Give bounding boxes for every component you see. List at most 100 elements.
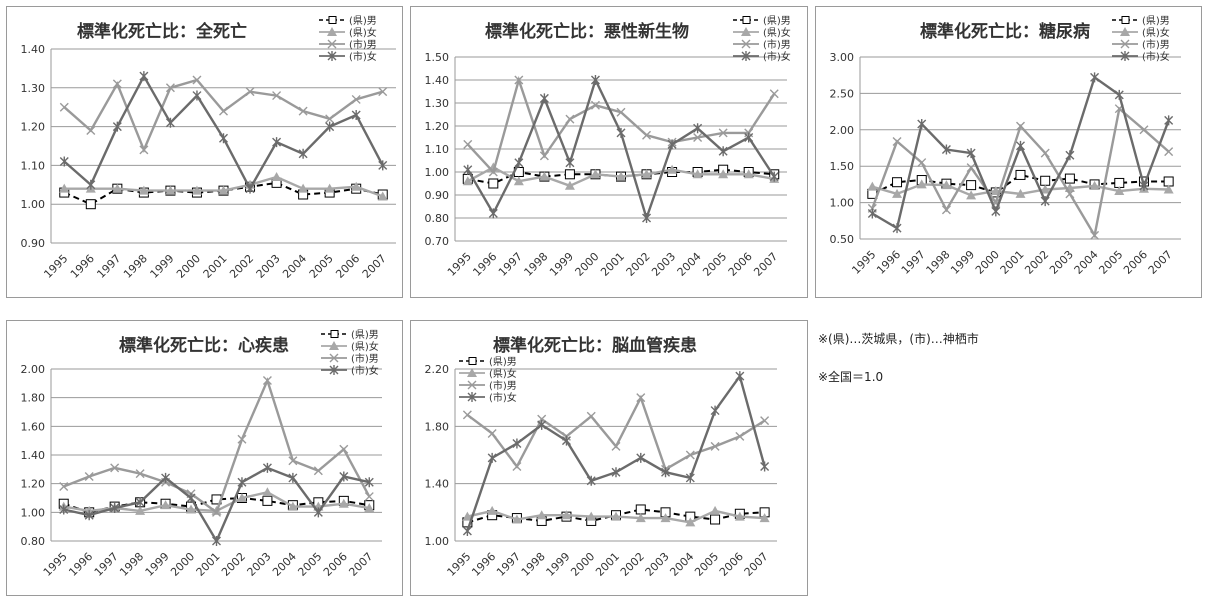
legend-note: ※(県)…茨城県，(市)…神栖市	[818, 332, 979, 346]
legend-label: (県)男	[763, 15, 791, 27]
x-tick-label: 1999	[544, 550, 573, 579]
legend-label: (県)女	[349, 26, 377, 39]
data-point	[611, 467, 621, 478]
legend-marker	[330, 330, 339, 338]
x-tick-label: 2002	[219, 550, 248, 579]
legend-entry: (市)女	[733, 50, 791, 63]
y-tick-label: 1.30	[21, 82, 46, 95]
x-tick-label: 1997	[94, 252, 123, 281]
legend-label: (市)男	[351, 352, 379, 365]
legend-marker	[328, 16, 337, 24]
data-point	[710, 514, 721, 525]
data-point	[463, 164, 473, 175]
data-point	[86, 179, 96, 190]
x-tick-label: 2005	[700, 250, 729, 279]
x-tick-label: 1995	[849, 248, 878, 277]
data-point	[611, 511, 621, 521]
data-point	[186, 504, 197, 514]
y-tick-label: 1.40	[21, 449, 46, 462]
legend-marker	[467, 392, 477, 402]
x-tick-label: 2003	[643, 550, 672, 579]
x-tick-label: 1999	[143, 550, 172, 579]
x-tick-label: 1998	[522, 250, 551, 279]
data-point	[759, 513, 770, 523]
y-tick-label: 1.50	[425, 51, 450, 64]
legend-marker	[329, 353, 339, 363]
x-tick-label: 2000	[973, 248, 1002, 277]
data-point	[165, 185, 176, 195]
data-point	[641, 169, 652, 179]
data-point	[59, 183, 70, 193]
data-point	[85, 199, 96, 210]
y-tick-label: 2.00	[21, 363, 46, 376]
data-point	[1016, 121, 1025, 131]
data-point	[84, 510, 94, 521]
data-point	[324, 183, 335, 193]
data-point	[586, 411, 596, 421]
chart-title: 標準化死亡比：全死亡	[77, 21, 247, 42]
data-point	[288, 472, 298, 483]
data-point	[245, 87, 255, 97]
legend-label: (県)男	[351, 329, 379, 341]
data-point	[718, 128, 728, 138]
legend-marker	[327, 27, 337, 36]
series-1	[462, 505, 770, 527]
data-point	[339, 444, 349, 454]
data-point	[1090, 72, 1100, 83]
legend-label: (市)男	[489, 379, 517, 392]
data-point	[1090, 230, 1100, 240]
x-tick-label: 1996	[470, 250, 499, 279]
data-point	[685, 450, 695, 460]
data-point	[642, 130, 652, 140]
legend-label: (県)女	[1142, 26, 1170, 39]
data-point	[692, 169, 703, 179]
series-2	[462, 393, 770, 474]
legend-label: (市)女	[1142, 50, 1170, 63]
data-point	[272, 137, 282, 148]
data-point	[565, 157, 575, 168]
data-point	[488, 208, 498, 219]
x-tick-label: 2006	[333, 252, 362, 281]
data-point	[892, 177, 903, 188]
chart-panel-malignant-neoplasm: 標準化死亡比：悪性新生物 0.70 0.80 0.90 1.00 1.10 1.20 1.30…	[410, 6, 808, 298]
data-point	[892, 188, 903, 198]
legend-entry: (市)男	[733, 38, 791, 51]
data-point	[616, 171, 626, 181]
legend-label: (市)男	[1142, 38, 1170, 51]
data-point	[84, 472, 94, 481]
data-point	[378, 87, 388, 97]
data-point	[514, 157, 524, 168]
series-2	[59, 75, 388, 155]
chart-svg-malignant-neoplasm: 標準化死亡比：悪性新生物 0.70 0.80 0.90 1.00 1.10 1.20 1.30…	[425, 15, 791, 279]
data-point	[611, 441, 621, 451]
legend-entry: (県)男	[319, 15, 377, 27]
data-point	[867, 181, 878, 191]
data-point	[693, 123, 703, 134]
data-point	[288, 456, 298, 466]
data-point	[966, 163, 976, 173]
data-point	[219, 133, 228, 144]
data-point	[135, 497, 145, 508]
y-tick-label: 0.90	[425, 189, 450, 202]
y-tick-label: 2.00	[830, 124, 855, 137]
data-point	[1114, 89, 1124, 100]
data-point	[462, 525, 472, 536]
data-point	[1040, 148, 1050, 158]
y-tick-label: 1.00	[425, 166, 450, 179]
data-point	[685, 472, 695, 483]
data-point	[112, 79, 122, 89]
y-tick-label: 0.50	[830, 233, 855, 246]
x-tick-label: 2007	[1146, 248, 1175, 277]
series-3	[59, 71, 388, 194]
data-point	[161, 472, 171, 483]
y-tick-label: 1.20	[425, 120, 450, 133]
data-point	[110, 503, 120, 514]
x-tick-label: 1996	[66, 550, 95, 579]
legend-label: (市)女	[351, 364, 379, 377]
legend-entry: (県)男	[321, 329, 379, 341]
legend-marker	[741, 51, 751, 61]
chart-panel-heart-disease: 標準化死亡比：心疾患 0.80 1.00 1.20 1.40 1.60 1.80 2.00 19…	[6, 320, 403, 596]
legend-marker	[327, 39, 337, 49]
legend-marker	[1120, 51, 1130, 61]
data-point	[135, 469, 145, 479]
